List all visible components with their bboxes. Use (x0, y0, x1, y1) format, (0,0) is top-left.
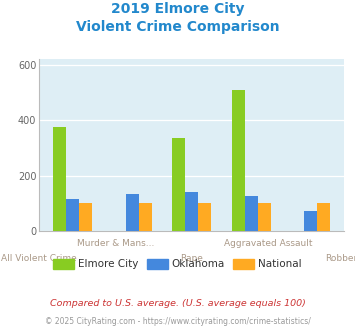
Bar (126, 194, 139, 231)
Bar (317, 203, 331, 231)
Text: Violent Crime Comparison: Violent Crime Comparison (76, 20, 279, 34)
Text: © 2025 CityRating.com - https://www.cityrating.com/crime-statistics/: © 2025 CityRating.com - https://www.city… (45, 317, 310, 326)
Text: Aggravated Assault: Aggravated Assault (224, 239, 312, 248)
Bar (139, 203, 152, 231)
Bar (245, 196, 258, 231)
Bar (185, 192, 198, 231)
Bar (53, 127, 66, 231)
Bar (198, 203, 211, 231)
Text: Robbery: Robbery (326, 254, 355, 263)
Bar (66, 199, 79, 231)
Text: 2019 Elmore City: 2019 Elmore City (111, 2, 244, 16)
Bar (172, 138, 185, 231)
Text: Murder & Mans...: Murder & Mans... (77, 239, 154, 248)
Text: Rape: Rape (180, 254, 203, 263)
Text: Compared to U.S. average. (U.S. average equals 100): Compared to U.S. average. (U.S. average … (50, 299, 305, 308)
Bar (79, 203, 92, 231)
Legend: Elmore City, Oklahoma, National: Elmore City, Oklahoma, National (49, 254, 306, 274)
Text: All Violent Crime: All Violent Crime (1, 254, 77, 263)
Bar (304, 211, 317, 231)
Bar (258, 203, 271, 231)
Bar (231, 90, 245, 231)
